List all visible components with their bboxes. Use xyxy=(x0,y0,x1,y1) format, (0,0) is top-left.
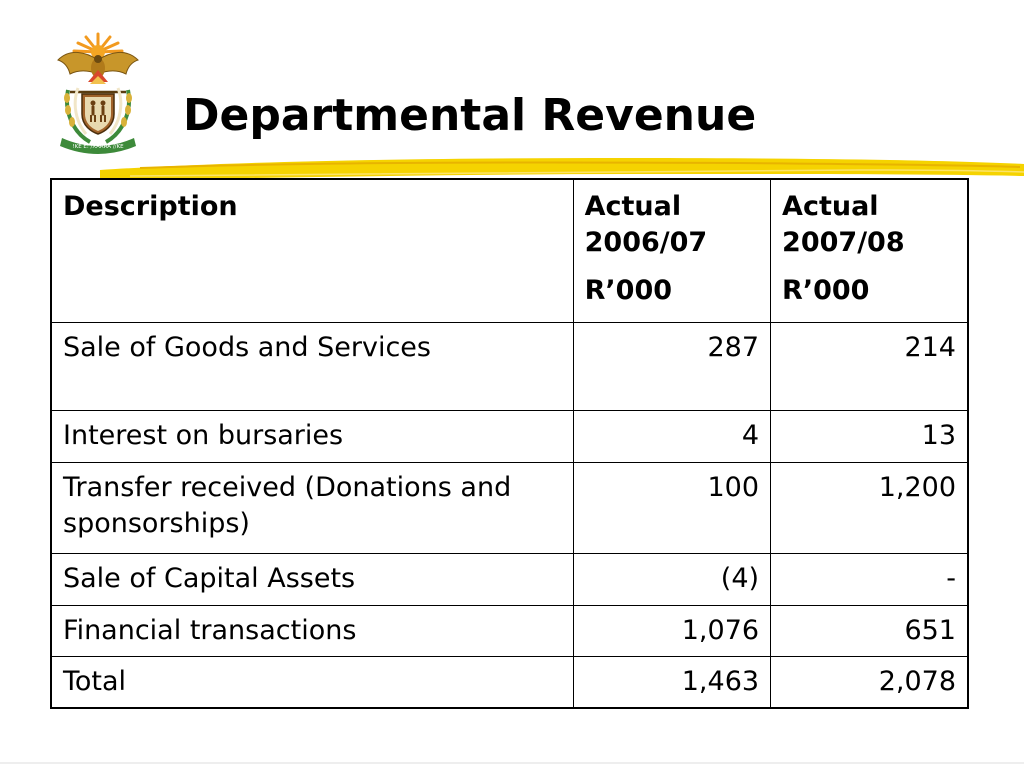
row-value-2007-08: 1,200 xyxy=(770,461,969,554)
row-description: Sale of Goods and Services xyxy=(50,321,574,411)
table-row: Sale of Capital Assets (4) - xyxy=(50,552,969,606)
row-value-2007-08: 2,078 xyxy=(770,655,969,708)
row-value-2006-07: 4 xyxy=(572,409,772,463)
row-description: Total xyxy=(50,655,574,708)
table-header-row: Description Actual 2006/07 R’000 Actual … xyxy=(50,178,969,323)
revenue-table: Description Actual 2006/07 R’000 Actual … xyxy=(50,178,969,709)
table-row: Sale of Goods and Services 287 214 xyxy=(50,321,969,411)
title-underline-brush-stroke xyxy=(100,158,1024,180)
header-line: Actual xyxy=(782,191,879,222)
svg-text:!KE E: /XARRA //KE: !KE E: /XARRA //KE xyxy=(72,144,124,150)
row-value-2007-08: 214 xyxy=(770,321,969,411)
row-value-2006-07: 100 xyxy=(572,461,772,554)
coat-of-arms-icon: !KE E: /XARRA //KE xyxy=(57,32,139,154)
page-title: Departmental Revenue xyxy=(183,90,757,141)
header-actual-2007-08: Actual 2007/08 R’000 xyxy=(770,178,969,323)
header-line: Actual xyxy=(584,191,682,222)
header-actual-2006-07: Actual 2006/07 R’000 xyxy=(572,178,772,323)
row-value-2006-07: 287 xyxy=(572,321,772,411)
table-row: Interest on bursaries 4 13 xyxy=(50,409,969,463)
row-description: Sale of Capital Assets xyxy=(50,552,574,606)
header-line: 2006/07 xyxy=(584,227,708,258)
row-value-2007-08: 13 xyxy=(770,409,969,463)
header-unit: R’000 xyxy=(782,275,870,306)
header-description-label: Description xyxy=(63,191,238,222)
header-unit: R’000 xyxy=(584,275,673,306)
row-value-2006-07: 1,463 xyxy=(572,655,772,708)
row-value-2006-07: (4) xyxy=(572,552,772,606)
header-description: Description xyxy=(50,178,574,323)
table-row-total: Total 1,463 2,078 xyxy=(50,655,969,708)
row-description: Interest on bursaries xyxy=(50,409,574,463)
slide-bottom-divider xyxy=(0,762,1024,764)
row-value-2007-08: - xyxy=(770,552,969,606)
row-description: Financial transactions xyxy=(50,604,574,657)
table-row: Financial transactions 1,076 651 xyxy=(50,604,969,657)
header-line: 2007/08 xyxy=(782,227,905,258)
row-description: Transfer received (Donations and sponsor… xyxy=(50,461,574,554)
row-value-2006-07: 1,076 xyxy=(572,604,772,657)
row-value-2007-08: 651 xyxy=(770,604,969,657)
table-row: Transfer received (Donations and sponsor… xyxy=(50,461,969,554)
